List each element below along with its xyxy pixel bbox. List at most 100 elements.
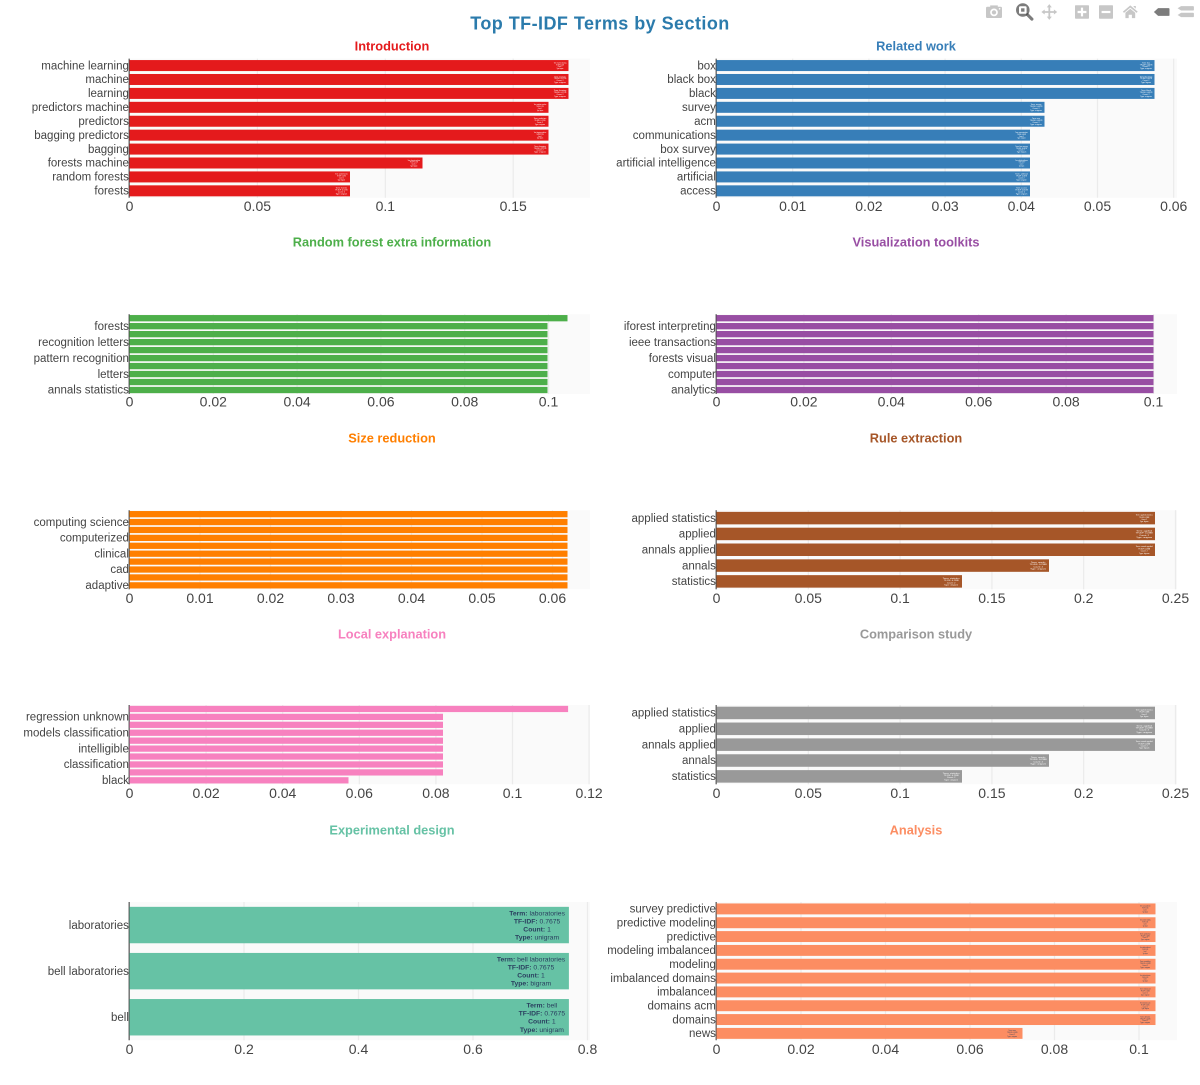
svg-text:clinical: clinical: [94, 548, 129, 560]
svg-text:TF-IDF: 0.0578: TF-IDF: 0.0578: [1016, 148, 1027, 150]
svg-text:Type: unigram: Type: unigram: [1136, 536, 1152, 539]
svg-text:black: black: [102, 775, 129, 787]
svg-text:TF-IDF: 0.1035: TF-IDF: 0.1035: [1140, 1018, 1151, 1020]
svg-text:Type: bigram: Type: bigram: [1142, 910, 1148, 913]
svg-text:statistics: statistics: [672, 771, 716, 783]
svg-text:Term: bagging predictors: Term: bagging predictors: [534, 131, 547, 134]
svg-text:TF-IDF: 0.1035: TF-IDF: 0.1035: [1142, 908, 1148, 910]
svg-text:news: news: [689, 1028, 716, 1040]
svg-text:Term: bell laboratories: Term: bell laboratories: [497, 956, 566, 963]
svg-text:Type: unigram: Type: unigram: [336, 192, 348, 195]
svg-text:TF-IDF: 0.0578: TF-IDF: 0.0578: [1015, 190, 1028, 192]
svg-text:random forests: random forests: [52, 172, 129, 184]
svg-text:TF-IDF: 0.1726: TF-IDF: 0.1726: [410, 162, 418, 164]
svg-text:Term: annals: Term: annals: [1031, 561, 1047, 564]
svg-text:Count: 2: Count: 2: [1018, 190, 1025, 193]
svg-text:Count: 2: Count: 2: [1143, 909, 1147, 912]
svg-text:Term: news: Term: news: [1008, 1029, 1016, 1032]
svg-text:Term: statistics: Term: statistics: [943, 577, 961, 580]
svg-text:Type: unigram: Type: unigram: [944, 583, 958, 586]
svg-text:Count: 2: Count: 2: [1142, 65, 1149, 68]
svg-text:0: 0: [126, 785, 134, 801]
svg-text:domains acm: domains acm: [648, 1000, 716, 1012]
svg-text:TF-IDF: 0.7675: TF-IDF: 0.7675: [519, 1011, 566, 1018]
svg-text:Term: forests machine: Term: forests machine: [408, 159, 421, 162]
svg-text:predictors: predictors: [78, 116, 129, 128]
svg-text:imbalanced: imbalanced: [657, 987, 716, 999]
svg-text:cad: cad: [110, 564, 129, 576]
svg-text:annals: annals: [682, 560, 716, 572]
svg-text:0.15: 0.15: [978, 590, 1005, 606]
svg-text:Analysis: Analysis: [890, 823, 943, 838]
svg-text:predictors machine: predictors machine: [32, 102, 129, 114]
svg-text:0.25: 0.25: [1162, 590, 1189, 606]
svg-text:Type: bigram: Type: bigram: [1017, 151, 1027, 154]
svg-text:Count: 2: Count: 2: [1143, 992, 1148, 995]
svg-text:0.08: 0.08: [451, 394, 478, 410]
svg-text:0.1: 0.1: [890, 590, 910, 606]
svg-text:TF-IDF: 0.2388: TF-IDF: 0.2388: [944, 775, 960, 777]
svg-text:Count: 2: Count: 2: [1143, 79, 1150, 82]
svg-text:Random forest extra informatio: Random forest extra information: [293, 235, 492, 250]
svg-text:Type: unigram: Type: unigram: [1030, 568, 1046, 571]
svg-text:Term: survey predictive: Term: survey predictive: [1140, 905, 1151, 908]
svg-text:Type: unigram: Type: unigram: [1016, 178, 1027, 181]
svg-text:Count: 2: Count: 2: [1033, 565, 1044, 568]
svg-text:TF-IDF: 0.0578: TF-IDF: 0.0578: [1016, 176, 1027, 178]
svg-text:Term: predictive: Term: predictive: [1140, 932, 1151, 935]
svg-text:artificial: artificial: [677, 172, 716, 184]
svg-text:analytics: analytics: [671, 385, 716, 397]
svg-text:0.04: 0.04: [872, 1041, 899, 1057]
svg-text:TF-IDF: 0.1035: TF-IDF: 0.1035: [1142, 921, 1148, 923]
svg-text:0.8: 0.8: [578, 1041, 598, 1057]
svg-text:machine: machine: [85, 74, 128, 86]
svg-text:Type: unigram: Type: unigram: [554, 95, 566, 98]
svg-text:predictive: predictive: [667, 931, 716, 943]
svg-text:Count: 2: Count: 2: [556, 93, 563, 96]
svg-text:Term: domains acm: Term: domains acm: [1140, 1002, 1151, 1005]
svg-text:Count: 2: Count: 2: [537, 121, 543, 124]
svg-text:Type: unigram: Type: unigram: [1136, 731, 1152, 734]
svg-text:Type: unigram: Type: unigram: [515, 935, 559, 942]
svg-text:Term: artificial: Term: artificial: [1015, 173, 1028, 176]
svg-text:0.04: 0.04: [283, 394, 310, 410]
svg-text:Count: 2: Count: 2: [558, 65, 563, 68]
svg-text:applied statistics: applied statistics: [632, 708, 717, 720]
svg-text:0.02: 0.02: [200, 394, 227, 410]
svg-text:annals statistics: annals statistics: [48, 385, 129, 397]
svg-text:Type: unigram: Type: unigram: [1030, 123, 1042, 126]
svg-text:Count: 2: Count: 2: [1141, 550, 1148, 553]
svg-text:Type: bigram: Type: bigram: [537, 109, 543, 112]
svg-text:TF-IDF: 0.1726: TF-IDF: 0.1726: [337, 176, 346, 178]
svg-text:Term: predictive modeling: Term: predictive modeling: [1140, 919, 1151, 922]
svg-text:Count: 2: Count: 2: [1018, 149, 1024, 152]
svg-text:intelligible: intelligible: [78, 743, 129, 755]
svg-text:TF-IDF: 0.0578: TF-IDF: 0.0578: [1140, 92, 1153, 94]
svg-text:Type: unigram: Type: unigram: [1030, 763, 1046, 766]
svg-text:TF-IDF: 0.2388: TF-IDF: 0.2388: [1030, 759, 1048, 761]
svg-text:Type: bigram: Type: bigram: [1143, 952, 1148, 955]
svg-text:forests: forests: [94, 321, 129, 333]
svg-text:TF-IDF: 0.1035: TF-IDF: 0.1035: [1141, 991, 1150, 993]
svg-text:0.04: 0.04: [398, 590, 425, 606]
svg-text:0.05: 0.05: [468, 590, 495, 606]
svg-text:Count: 2: Count: 2: [1143, 978, 1147, 981]
svg-text:domains: domains: [672, 1014, 716, 1026]
svg-text:TF-IDF: 0.1726: TF-IDF: 0.1726: [335, 190, 348, 192]
svg-text:Term: modeling imbalanced: Term: modeling imbalanced: [1140, 946, 1151, 949]
svg-text:Term: bagging: Term: bagging: [534, 145, 546, 148]
svg-text:0.02: 0.02: [192, 785, 219, 801]
svg-text:TF-IDF: 0.1035: TF-IDF: 0.1035: [1142, 977, 1148, 979]
svg-text:Count: 2: Count: 2: [1142, 1019, 1148, 1022]
svg-text:0.2: 0.2: [234, 1041, 254, 1057]
svg-text:TF-IDF: 0.1726: TF-IDF: 0.1726: [536, 134, 543, 136]
svg-text:Count: 2: Count: 2: [1142, 93, 1149, 96]
svg-text:Type: bigram: Type: bigram: [511, 981, 552, 988]
svg-text:computing science: computing science: [34, 517, 129, 529]
svg-text:0: 0: [713, 198, 721, 214]
svg-text:Top TF-IDF Terms by Section: Top TF-IDF Terms by Section: [470, 13, 730, 33]
svg-text:Term: machine: Term: machine: [554, 75, 566, 78]
svg-text:Count: 2: Count: 2: [1032, 121, 1039, 124]
svg-text:Type: unigram: Type: unigram: [1140, 67, 1152, 70]
svg-text:Term: statistics: Term: statistics: [943, 772, 961, 775]
